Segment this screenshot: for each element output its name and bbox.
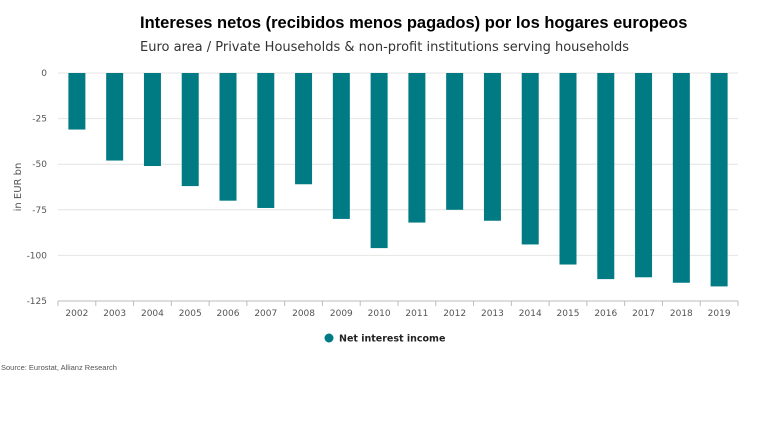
bar-2015	[559, 73, 577, 265]
x-tick-label: 2003	[103, 309, 126, 319]
bar-2016	[597, 73, 615, 280]
bar-2012	[446, 73, 464, 210]
x-tick-label: 2018	[670, 309, 693, 319]
chart-title: Intereses netos (recibidos menos pagados…	[140, 14, 688, 32]
chart-subtitle: Euro area / Private Households & non-pro…	[140, 40, 630, 55]
x-tick-label: 2004	[141, 309, 164, 319]
x-tick-label: 2013	[481, 309, 504, 319]
bar-2005	[181, 73, 199, 187]
x-tick-label: 2014	[519, 309, 542, 319]
x-tick-labels: 2002 2003 2004 2005 2006 2007 2008 2009 2010 2011…	[57, 301, 739, 319]
y-tick-label: -25	[32, 115, 47, 125]
bar-2002	[68, 73, 86, 130]
bar-2004	[143, 73, 161, 167]
bar-2006	[219, 73, 237, 201]
x-tick-label: 2002	[65, 309, 88, 319]
bar-2007	[257, 73, 275, 208]
bar-2017	[635, 73, 653, 278]
bar-2011	[408, 73, 426, 223]
legend-swatch	[324, 333, 334, 343]
y-tick-label: -75	[32, 206, 47, 216]
x-tick-label: 2005	[179, 309, 202, 319]
bar-2009	[332, 73, 350, 219]
y-axis-label: in EUR bn	[13, 163, 24, 212]
x-tick-label: 2015	[557, 309, 580, 319]
x-tick-label: 2019	[708, 309, 731, 319]
legend: Net interest income	[324, 333, 445, 345]
x-tick-label: 2007	[254, 309, 277, 319]
source-note: Source: Eurostat, Allianz Research	[1, 363, 117, 372]
bar-2003	[106, 73, 124, 161]
x-tick-label: 2006	[217, 309, 240, 319]
x-tick-label: 2012	[443, 309, 466, 319]
y-tick-label: -50	[32, 160, 47, 170]
y-tick-label: 0	[41, 69, 47, 79]
bars	[68, 73, 728, 287]
bar-2019	[710, 73, 728, 287]
bar-2018	[672, 73, 690, 283]
bar-2010	[370, 73, 388, 249]
y-tick-label: -125	[27, 297, 47, 307]
x-tick-label: 2011	[405, 309, 428, 319]
y-tick-labels: 0 -25 -50 -75 -100 -125	[27, 69, 48, 307]
y-tick-label: -100	[27, 251, 48, 261]
legend-label: Net interest income	[339, 334, 445, 345]
x-tick-label: 2009	[330, 309, 353, 319]
bar-2008	[295, 73, 313, 185]
x-tick-label: 2016	[594, 309, 617, 319]
bar-2013	[483, 73, 501, 221]
bar-2014	[521, 73, 539, 245]
x-tick-label: 2017	[632, 309, 655, 319]
x-tick-label: 2008	[292, 309, 315, 319]
x-tick-label: 2010	[368, 309, 391, 319]
